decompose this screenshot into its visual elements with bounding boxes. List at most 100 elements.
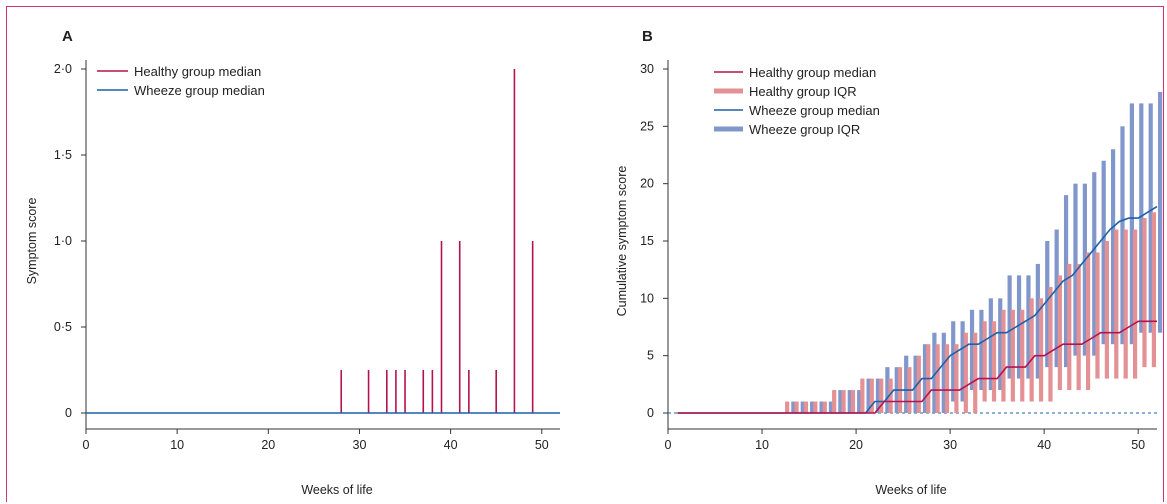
panel-b-healthy-iqr-bar (822, 401, 827, 413)
panel-b-healthy-iqr-bar (1151, 212, 1156, 368)
panel-b-wheeze-iqr-bar (1110, 149, 1116, 345)
panel-b-ytick-label: 10 (640, 291, 654, 305)
panel-b-healthy-iqr-bar (1001, 309, 1006, 402)
figure-frame (6, 6, 1164, 502)
panel-b-healthy-iqr-bar (935, 344, 940, 413)
panel-b-wheeze-iqr-bar (932, 332, 937, 413)
panel-b-healthy-iqr-bar (860, 378, 865, 413)
panel-b-wheeze-iqr-bar (1026, 275, 1031, 379)
panel-b-healthy-iqr-bar (1020, 309, 1025, 402)
panel-b-wheeze-iqr-bar (913, 355, 918, 413)
panel-b-healthy-iqr-bar (841, 390, 846, 413)
panel-b-wheeze-iqr-bar (1148, 103, 1153, 333)
panel-b-wheeze-iqr-bar (1054, 229, 1059, 368)
panel-b-healthy-iqr-bar (916, 355, 921, 413)
panel-b-healthy-iqr-bar (850, 390, 856, 413)
panel-a-xtick-label: 0 (83, 438, 90, 452)
panel-b-wheeze-iqr-bar (960, 321, 965, 402)
panel-a-ylabel: Symptom score (25, 198, 39, 285)
panel-b-xtick-label: 20 (849, 438, 863, 452)
panel-b-healthy-iqr-bar (1076, 263, 1081, 391)
panel-b-wheeze-iqr-bar (1063, 195, 1069, 368)
panel-b-healthy-iqr-bar (803, 401, 809, 413)
panel-b-letter: B (642, 28, 653, 45)
panel-b-healthy-iqr-bar (1114, 229, 1119, 379)
panel-b-wheeze-iqr-bar (885, 367, 890, 413)
panel-b-wheeze-iqr-bar (1045, 241, 1050, 368)
panel-a-xlabel: Weeks of life (301, 483, 372, 497)
panel-b-wheeze-iqr-bar (904, 355, 909, 413)
panel-b-healthy-iqr-bar (954, 344, 959, 413)
panel-b-xlabel: Weeks of life (875, 483, 946, 497)
panel-b-wheeze-iqr-bar (969, 309, 975, 391)
panel-b-wheeze-iqr-bar (1092, 172, 1097, 356)
panel-a-ytick-label: 1·0 (54, 234, 72, 248)
panel-b-wheeze-iqr-bar (875, 378, 881, 413)
panel-b-xtick-label: 10 (755, 438, 769, 452)
panel-b-wheeze-iqr-bar (951, 321, 956, 402)
panel-b-ytick-label: 30 (640, 62, 654, 76)
panel-b-ytick-label: 20 (640, 177, 654, 191)
panel-a-plot: 0 0·5 1·0 1·5 2·0 0 10 20 30 40 50 Healthy group me… (54, 60, 560, 452)
panel-b-healthy-iqr-bar (794, 401, 799, 413)
panel-b-healthy-iqr-bar (1132, 229, 1138, 379)
panel-b-wheeze-iqr-bar (828, 401, 834, 413)
panel-b-healthy-iqr-bar (888, 378, 893, 413)
panel-b-healthy-iqr-bar (1029, 298, 1034, 402)
panel-a-ytick-label: 0·5 (54, 320, 72, 334)
panel-b-healthy-iqr-bar (1057, 275, 1062, 391)
panel-b-wheeze-iqr-bar (791, 401, 796, 413)
panel-b-xtick-label: 40 (1037, 438, 1051, 452)
panel-a-ytick-label: 0 (65, 406, 72, 420)
panel-b-healthy-iqr-bar (963, 332, 968, 413)
panel-b-wheeze-iqr-bar (988, 298, 993, 391)
panel-b-wheeze-iqr-bar (941, 332, 946, 413)
panel-b-healthy-iqr-bar (1095, 252, 1100, 379)
panel-b-ytick-label: 5 (647, 349, 654, 363)
panel-b-wheeze-iqr-bar (1120, 126, 1125, 345)
panel-b-wheeze-iqr-bar (1082, 183, 1087, 356)
panel-b-healthy-iqr-bar (1085, 252, 1091, 391)
panel-b-healthy-iqr-bar (1104, 241, 1109, 379)
panel-b-xtick-label: 30 (943, 438, 957, 452)
panel-b-wheeze-iqr-bar (857, 390, 862, 413)
panel-b-wheeze-iqr-bar (847, 390, 852, 413)
panel-b-healthy-iqr-bar (879, 378, 884, 413)
panel-b-healthy-iqr-bar (944, 344, 950, 413)
panel-b-healthy-iqr-bar (1038, 298, 1044, 402)
panel-b-wheeze-iqr-bar (1101, 160, 1106, 345)
panel-a-xtick-label: 30 (353, 438, 367, 452)
panel-b-wheeze-iqr-bar (819, 401, 824, 413)
panel-b-plot: 0 5 10 15 20 25 30 0 10 20 30 40 50 Healthy group med… (640, 60, 1163, 452)
panel-b-healthy-iqr-bar (982, 321, 987, 402)
panel-a-xtick-label: 50 (535, 438, 549, 452)
panel-a-legend-label: Wheeze group median (134, 83, 265, 98)
panel-b-healthy-iqr-bar (973, 332, 978, 413)
panel-b-wheeze-iqr-bar (979, 309, 984, 391)
panel-b-healthy-iqr-bar (813, 401, 818, 413)
panel-a-xtick-label: 20 (261, 438, 275, 452)
panel-b-healthy-iqr-bar (1067, 263, 1072, 391)
panel-a-xtick-label: 10 (170, 438, 184, 452)
panel-a-xtick-label: 40 (444, 438, 458, 452)
panel-a-ytick-label: 2·0 (54, 62, 72, 76)
panel-b-wheeze-iqr-bar (1007, 275, 1012, 379)
panel-b-wheeze-iqr-bar (1158, 91, 1163, 333)
panel-b-xtick-label: 50 (1131, 438, 1145, 452)
panel-b-wheeze-iqr-bar (866, 378, 871, 413)
panel-b-healthy-iqr-bar (991, 321, 997, 402)
panel-b-wheeze-iqr-bar (800, 401, 805, 413)
panel-b-healthy-iqr-bar (1123, 229, 1128, 379)
panel-b-wheeze-iqr-bar (998, 298, 1003, 391)
panel-b-wheeze-iqr-bar (838, 390, 843, 413)
panel-b-wheeze-iqr-bar (1073, 183, 1078, 356)
panel-b-legend-label: Healthy group median (749, 65, 876, 80)
panel-b-healthy-iqr-bar (1142, 218, 1147, 368)
panel-b-wheeze-iqr-bar (1129, 103, 1134, 345)
panel-b-ytick-label: 25 (640, 119, 654, 133)
panel-b-xtick-label: 0 (665, 438, 672, 452)
panel-b-healthy-iqr-bar (832, 390, 837, 413)
panel-b-wheeze-iqr-bar (1139, 103, 1144, 333)
panel-b-healthy-iqr-bar (785, 401, 790, 413)
panel-b-ylabel: Cumulative symptom score (615, 166, 629, 317)
